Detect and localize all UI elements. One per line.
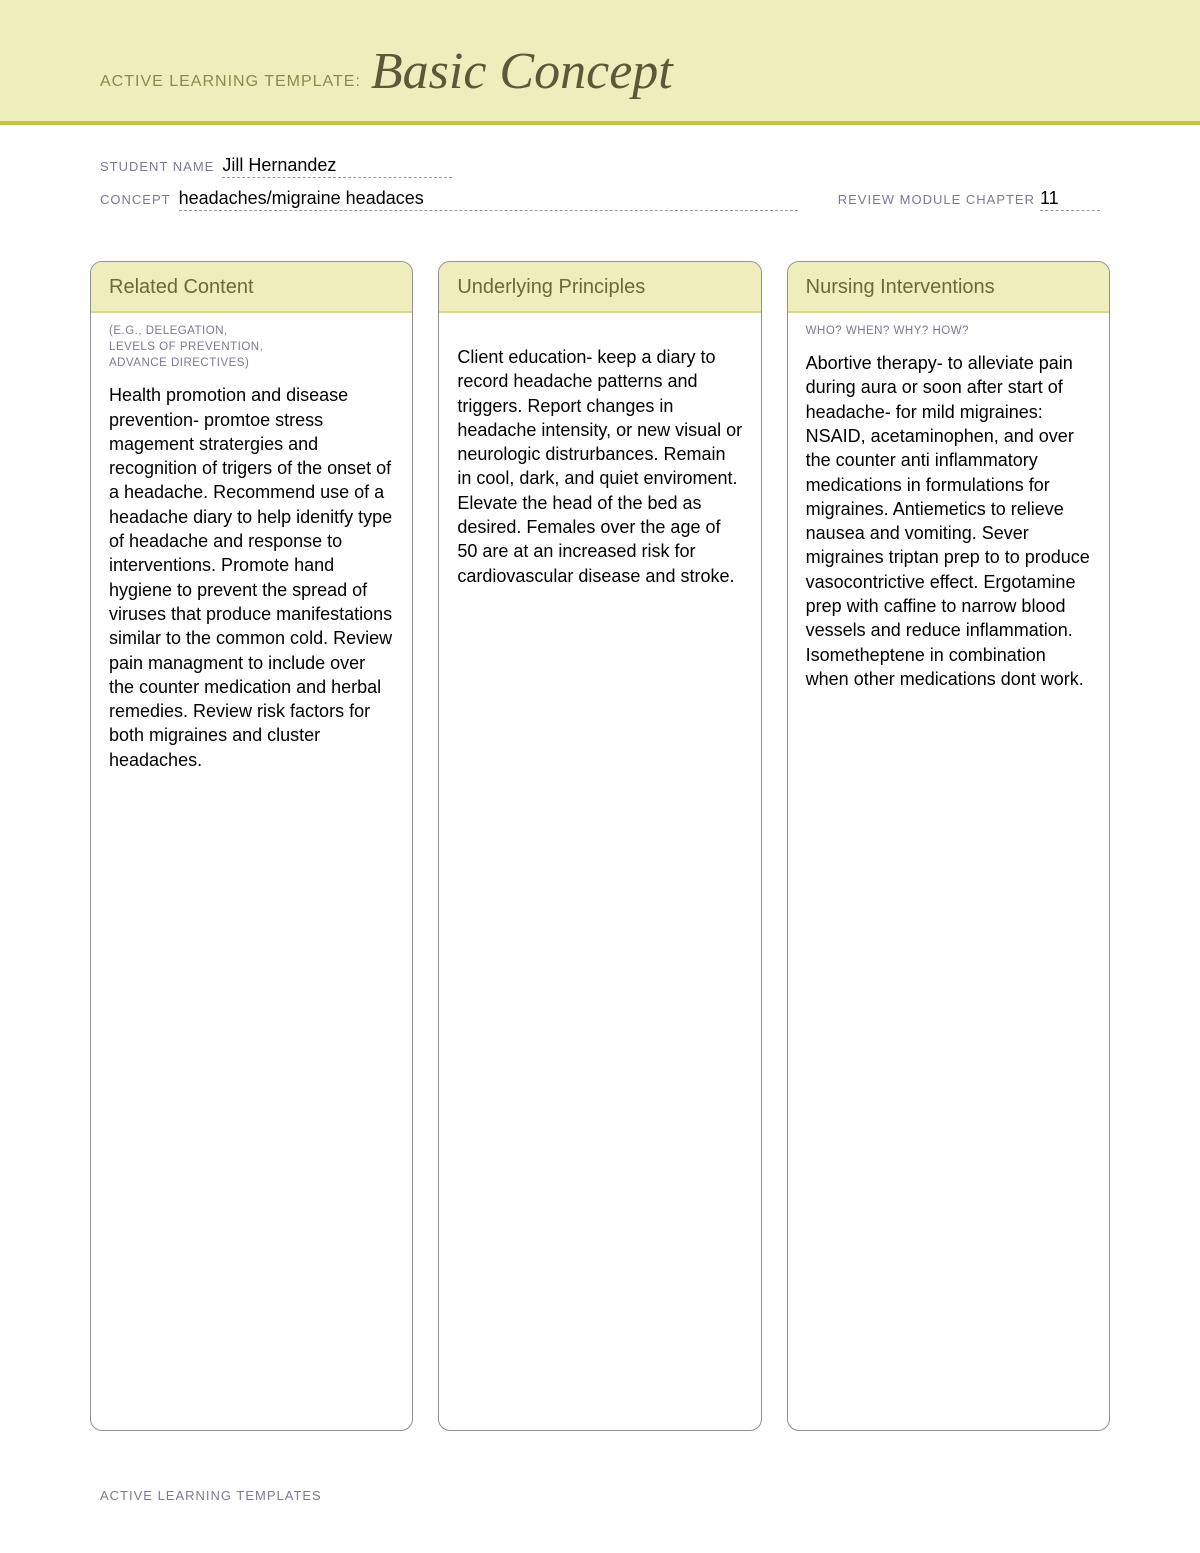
concept-row: CONCEPT headaches/migraine headaces REVI… <box>100 188 1100 211</box>
header-prefix: ACTIVE LEARNING TEMPLATE: <box>100 73 361 101</box>
student-name-label: STUDENT NAME <box>100 159 214 174</box>
column-body-related: Health promotion and disease prevention-… <box>91 375 412 790</box>
column-related-content: Related Content (E.G., DELEGATION, LEVEL… <box>90 261 413 1431</box>
columns-container: Related Content (E.G., DELEGATION, LEVEL… <box>0 231 1200 1431</box>
column-title-nursing: Nursing Interventions <box>806 276 1091 299</box>
column-body-nursing: Abortive therapy- to alleviate pain duri… <box>788 343 1109 709</box>
column-subtitle-nursing: WHO? WHEN? WHY? HOW? <box>788 313 1109 343</box>
column-body-principles: Client education- keep a diary to record… <box>439 313 760 606</box>
meta-section: STUDENT NAME Jill Hernandez CONCEPT head… <box>0 125 1200 231</box>
column-header-principles: Underlying Principles <box>439 262 760 313</box>
column-title-principles: Underlying Principles <box>457 276 742 299</box>
column-header-nursing: Nursing Interventions <box>788 262 1109 313</box>
chapter-value: 11 <box>1040 188 1100 211</box>
page-header: ACTIVE LEARNING TEMPLATE: Basic Concept <box>0 0 1200 125</box>
column-underlying-principles: Underlying Principles Client education- … <box>438 261 761 1431</box>
column-title-related: Related Content <box>109 276 394 299</box>
header-title: Basic Concept <box>371 42 673 101</box>
student-name-row: STUDENT NAME Jill Hernandez <box>100 155 1100 178</box>
concept-value: headaches/migraine headaces <box>179 188 798 211</box>
column-nursing-interventions: Nursing Interventions WHO? WHEN? WHY? HO… <box>787 261 1110 1431</box>
review-module-label: REVIEW MODULE CHAPTER <box>838 192 1035 207</box>
column-header-related: Related Content <box>91 262 412 313</box>
footer-text: ACTIVE LEARNING TEMPLATES <box>100 1488 322 1503</box>
concept-label: CONCEPT <box>100 192 171 207</box>
student-name-value: Jill Hernandez <box>222 155 452 178</box>
column-subtitle-related: (E.G., DELEGATION, LEVELS OF PREVENTION,… <box>91 313 412 375</box>
